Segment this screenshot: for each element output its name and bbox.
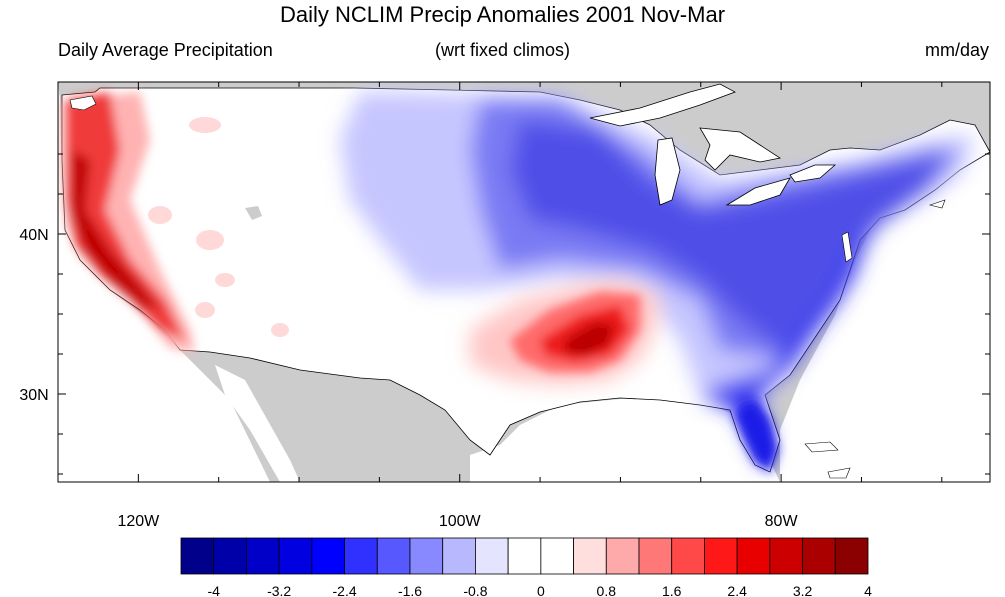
colorbar: -4 -3.2 -2.4 -1.6 -0.8 0 0.8 1.6 2.4 3.2 4 <box>180 537 872 597</box>
colorbar-swatch <box>704 537 738 575</box>
colorbar-swatch <box>180 537 215 575</box>
great-salt-lake <box>245 206 262 220</box>
nova-scotia-coast <box>928 199 946 209</box>
colorbar-label: 3.2 <box>793 583 813 597</box>
bahamas-island <box>827 467 851 479</box>
colorbar-swatch <box>671 537 705 575</box>
colorbar-swatch <box>834 537 869 575</box>
bahamas-island <box>804 441 839 453</box>
colorbar-swatch <box>213 537 247 575</box>
colorbar-swatch <box>769 537 803 575</box>
chesapeake-bay <box>841 231 853 263</box>
lon-tick-label: 100W <box>439 513 482 530</box>
colorbar-label: 1.6 <box>662 583 682 597</box>
colorbar-label: 4 <box>864 583 872 597</box>
colorbar-swatch <box>736 537 771 575</box>
units-label: mm/day <box>924 40 989 60</box>
colorbar-label: -4 <box>207 583 220 597</box>
colorbar-swatch <box>605 537 640 575</box>
colorbar-swatch <box>573 537 607 575</box>
colorbar-label: -3.2 <box>267 583 291 597</box>
great-lakes <box>589 83 837 206</box>
colorbar-swatch <box>540 537 574 575</box>
colorbar-swatch <box>278 537 313 575</box>
pacific-ocean <box>58 82 270 482</box>
colorbar-swatch <box>802 537 836 575</box>
reference-label: (wrt fixed climos) <box>434 40 570 60</box>
colorbar-label: 0.8 <box>597 583 617 597</box>
colorbar-label: 0 <box>537 583 545 597</box>
lon-tick-label: 120W <box>117 513 160 530</box>
colorbar-swatch <box>376 537 411 575</box>
colorbar-label: -1.6 <box>398 583 422 597</box>
lon-tick-label: 80W <box>765 513 799 530</box>
colorbar-label: -2.4 <box>333 583 357 597</box>
atlantic-ocean <box>780 150 990 482</box>
puget-sound <box>69 95 97 111</box>
colorbar-swatch <box>311 537 345 575</box>
colorbar-label: 2.4 <box>727 583 747 597</box>
colorbar-swatch <box>246 537 280 575</box>
gulf-of-mexico <box>470 396 780 482</box>
colorbar-swatch <box>638 537 673 575</box>
map-title: Daily NCLIM Precip Anomalies 2001 Nov-Ma… <box>279 2 726 27</box>
axis-ticks: 120W 100W 80W 30N 40N <box>19 82 990 530</box>
colorbar-label: -0.8 <box>463 583 487 597</box>
lat-tick-label: 40N <box>19 227 48 244</box>
colorbar-swatch <box>507 537 542 575</box>
colorbar-swatch <box>409 537 444 575</box>
colorbar-swatch <box>442 537 476 575</box>
colorbar-swatch <box>344 537 378 575</box>
lat-tick-label: 30N <box>19 387 48 404</box>
gulf-of-california <box>215 365 300 482</box>
anomaly-field <box>62 92 975 472</box>
colorbar-swatch <box>475 537 509 575</box>
variable-label: Daily Average Precipitation <box>58 40 273 60</box>
map-frame <box>57 81 991 483</box>
